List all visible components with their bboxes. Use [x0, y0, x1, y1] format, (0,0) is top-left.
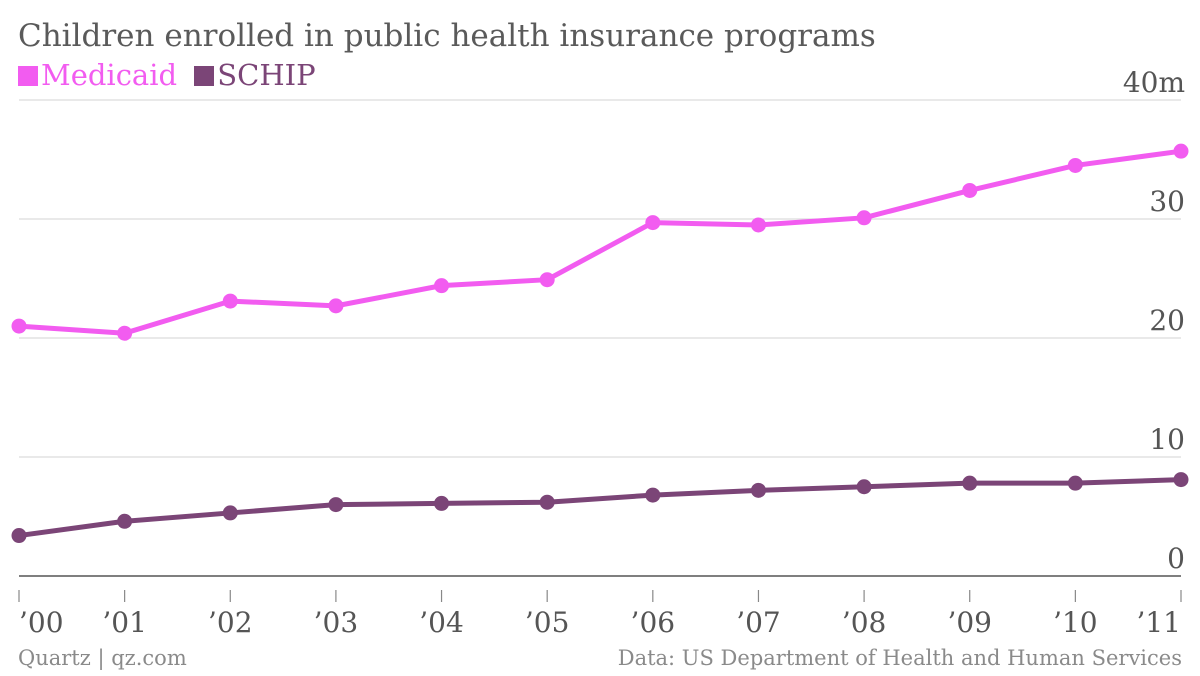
- chart-title: Children enrolled in public health insur…: [18, 18, 876, 54]
- x-tick-label: ’00: [19, 606, 64, 639]
- x-tick-label: ’06: [631, 606, 676, 639]
- data-point-schip: [539, 494, 555, 510]
- y-tick-label: 20: [1149, 304, 1185, 337]
- data-point-medicaid: [11, 318, 27, 334]
- series-line-schip: [16, 477, 1184, 539]
- legend-label-schip: SCHIP: [217, 58, 316, 92]
- x-tick-label: ’04: [419, 606, 464, 639]
- data-point-schip: [750, 482, 766, 498]
- legend-swatch-medicaid: [18, 66, 38, 86]
- legend: Medicaid SCHIP: [18, 58, 324, 92]
- data-point-schip: [328, 497, 344, 513]
- x-tick-label: ’05: [525, 606, 570, 639]
- y-tick-label: 40m: [1123, 66, 1185, 99]
- data-point-schip: [1067, 475, 1083, 491]
- data-point-medicaid: [434, 278, 450, 294]
- data-point-schip: [962, 475, 978, 491]
- x-tick-label: ’02: [208, 606, 253, 639]
- data-point-schip: [117, 513, 133, 529]
- x-tick-label: ’01: [102, 606, 147, 639]
- legend-item-schip: SCHIP: [194, 58, 316, 92]
- legend-item-medicaid: Medicaid: [18, 58, 177, 92]
- data-point-schip: [1173, 472, 1189, 488]
- data-point-medicaid: [856, 210, 872, 226]
- data-point-schip: [222, 505, 238, 521]
- x-tick-label: ’03: [314, 606, 359, 639]
- x-tick-label: ’11: [1136, 606, 1181, 639]
- y-tick-label: 30: [1149, 185, 1185, 218]
- footer-data-source: Data: US Department of Health and Human …: [617, 646, 1182, 670]
- data-point-medicaid: [1173, 143, 1189, 159]
- data-point-medicaid: [645, 215, 661, 231]
- data-point-medicaid: [328, 298, 344, 314]
- data-point-medicaid: [1067, 157, 1083, 173]
- y-tick-label: 0: [1167, 542, 1185, 575]
- data-point-schip: [645, 487, 661, 503]
- data-point-medicaid: [539, 272, 555, 288]
- data-point-medicaid: [222, 293, 238, 309]
- footer-credit: Quartz | qz.com: [18, 646, 187, 670]
- data-point-medicaid: [962, 182, 978, 198]
- x-tick-label: ’08: [842, 606, 887, 639]
- x-tick-label: ’07: [736, 606, 781, 639]
- data-point-medicaid: [117, 325, 133, 341]
- legend-swatch-schip: [194, 66, 215, 86]
- x-tick-label: ’09: [947, 606, 992, 639]
- legend-label-medicaid: Medicaid: [41, 58, 178, 92]
- x-tick-label: ’10: [1053, 606, 1098, 639]
- data-point-schip: [856, 479, 872, 495]
- data-point-schip: [11, 528, 27, 544]
- data-point-schip: [434, 495, 450, 511]
- y-tick-label: 10: [1149, 423, 1185, 456]
- series-line-medicaid: [16, 148, 1184, 336]
- data-point-medicaid: [750, 217, 766, 233]
